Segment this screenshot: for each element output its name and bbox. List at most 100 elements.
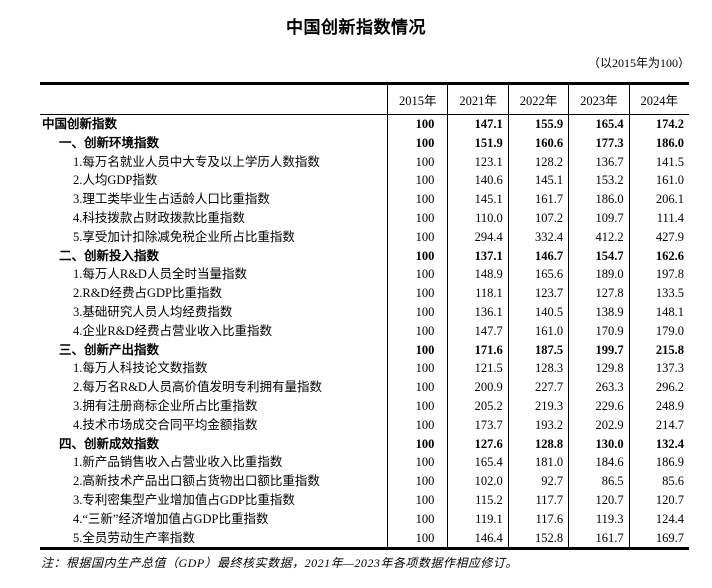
table-row: 三、创新产出指数 100 171.6 187.5 199.7 215.8: [40, 340, 689, 360]
table-row: 3.专利密集型产业增加值占GDP比重指数 100 115.2 117.7 120.7 12…: [40, 490, 689, 510]
table-row: 1.每万人R&D人员全时当量指数 100 148.9 165.6 189.0 197.8: [40, 265, 689, 285]
value-cell: 123.7: [507, 284, 569, 303]
year-column-header: 2015年: [386, 83, 448, 115]
row-label-cell: 三、创新产出指数: [59, 342, 160, 357]
value-cell: 145.1: [447, 190, 509, 209]
value-cell: 197.8: [628, 265, 689, 285]
value-cell: 100: [386, 359, 448, 379]
value-cell: 332.4: [507, 227, 569, 247]
table-row: 4.技术市场成交合同平均金额指数 100 173.7 193.2 202.9 214.7: [40, 415, 689, 435]
value-cell: 170.9: [568, 321, 630, 341]
value-cell: 100: [386, 208, 448, 228]
table-row: 1.每万名就业人员中大专及以上学历人数指数 100 123.1 128.2 136.7 1…: [40, 152, 689, 172]
value-cell: 128.3: [507, 359, 569, 379]
value-cell: 227.7: [507, 378, 569, 397]
row-label-cell: 3.理工类毕业生占适龄人口比重指数: [73, 192, 270, 207]
year-column-header: 2023年: [568, 83, 630, 115]
table-row: 5.全员劳动生产率指数 100 146.4 152.8 161.7 169.7: [40, 528, 689, 549]
value-cell: 109.7: [568, 208, 630, 228]
table-row: 1.每万人科技论文数指数 100 121.5 128.3 129.8 137.3: [40, 359, 689, 379]
value-cell: 137.1: [447, 246, 509, 266]
value-cell: 155.9: [507, 114, 569, 134]
value-cell: 177.3: [568, 133, 630, 153]
value-cell: 151.9: [447, 133, 509, 153]
value-cell: 427.9: [628, 227, 689, 247]
value-cell: 202.9: [568, 415, 630, 435]
table-row: 3.理工类毕业生占适龄人口比重指数 100 145.1 161.7 186.0 206.1: [40, 190, 689, 209]
value-cell: 219.3: [507, 396, 569, 416]
value-cell: 146.7: [507, 246, 569, 266]
table-row: 3.拥有注册商标企业所占比重指数 100 205.2 219.3 229.6 248.9: [40, 396, 689, 416]
value-cell: 248.9: [628, 396, 689, 416]
value-cell: 100: [386, 265, 448, 285]
table-row: 4.企业R&D经费占营业收入比重指数 100 147.7 161.0 170.9 179.…: [40, 321, 689, 341]
row-label-cell: 2.R&D经费占GDP比重指数: [73, 286, 222, 301]
value-cell: 165.4: [568, 114, 630, 134]
value-cell: 100: [386, 171, 448, 191]
table-row: 2.R&D经费占GDP比重指数 100 118.1 123.7 127.8 133.5: [40, 284, 689, 303]
year-column-header: 2024年: [628, 83, 689, 115]
value-cell: 189.0: [568, 265, 630, 285]
value-cell: 147.7: [447, 321, 509, 341]
value-cell: 130.0: [568, 434, 630, 454]
value-cell: 161.7: [568, 528, 630, 549]
footnote: 注：根据国内生产总值（GDP）最终核实数据，2021年—2023年各项数据作相应…: [41, 556, 518, 570]
value-cell: 171.6: [447, 340, 509, 360]
table-header-row: 2015年 2021年 2022年 2023年 2024年: [40, 83, 689, 115]
row-label-cell: 5.享受加计扣除减免税企业所占比重指数: [73, 229, 295, 244]
value-cell: 206.1: [628, 190, 689, 209]
row-label-cell: 1.每万人科技论文数指数: [73, 361, 208, 376]
value-cell: 100: [386, 434, 448, 454]
base-year-subtitle: （以2015年为100）: [587, 56, 690, 70]
row-label-cell: 4.企业R&D经费占营业收入比重指数: [73, 323, 272, 338]
row-label-cell: 2.人均GDP指数: [73, 173, 158, 188]
value-cell: 118.1: [447, 284, 509, 303]
value-cell: 205.2: [447, 396, 509, 416]
value-cell: 128.8: [507, 434, 569, 454]
value-cell: 161.0: [507, 321, 569, 341]
value-cell: 120.7: [568, 490, 630, 510]
value-cell: 137.3: [628, 359, 689, 379]
value-cell: 100: [386, 133, 448, 153]
value-cell: 215.8: [628, 340, 689, 360]
table-row: 2.人均GDP指数 100 140.6 145.1 153.2 161.0: [40, 171, 689, 191]
value-cell: 161.0: [628, 171, 689, 191]
value-cell: 100: [386, 302, 448, 322]
row-label-cell: 3.专利密集型产业增加值占GDP比重指数: [73, 492, 295, 507]
value-cell: 110.0: [447, 208, 509, 228]
value-cell: 152.8: [507, 528, 569, 549]
value-cell: 199.7: [568, 340, 630, 360]
value-cell: 127.6: [447, 434, 509, 454]
value-cell: 141.5: [628, 152, 689, 172]
table-row: 四、创新成效指数 100 127.6 128.8 130.0 132.4: [40, 434, 689, 454]
value-cell: 129.8: [568, 359, 630, 379]
value-cell: 100: [386, 378, 448, 397]
row-label-cell: 4.技术市场成交合同平均金额指数: [73, 417, 258, 432]
value-cell: 169.7: [628, 528, 689, 549]
table-row: 4.“三新”经济增加值占GDP比重指数 100 119.1 117.6 119.3 124…: [40, 509, 689, 529]
value-cell: 136.1: [447, 302, 509, 322]
value-cell: 187.5: [507, 340, 569, 360]
row-label-cell: 1.每万名就业人员中大专及以上学历人数指数: [73, 154, 320, 169]
value-cell: 100: [386, 190, 448, 209]
value-cell: 186.9: [628, 453, 689, 473]
value-cell: 133.5: [628, 284, 689, 303]
value-cell: 132.4: [628, 434, 689, 454]
row-label-cell: 3.基础研究人员人均经费指数: [73, 304, 233, 319]
value-cell: 229.6: [568, 396, 630, 416]
value-cell: 296.2: [628, 378, 689, 397]
value-cell: 100: [386, 415, 448, 435]
value-cell: 100: [386, 528, 448, 549]
value-cell: 186.0: [628, 133, 689, 153]
value-cell: 100: [386, 490, 448, 510]
value-cell: 145.1: [507, 171, 569, 191]
value-cell: 117.6: [507, 509, 569, 529]
value-cell: 119.1: [447, 509, 509, 529]
value-cell: 184.6: [568, 453, 630, 473]
year-column-header: 2021年: [447, 83, 509, 115]
value-cell: 92.7: [507, 472, 569, 491]
row-label-cell: 4.科技拨款占财政拨款比重指数: [73, 210, 245, 225]
row-label-cell: 2.高新技术产品出口额占货物出口额比重指数: [73, 474, 320, 489]
value-cell: 165.6: [507, 265, 569, 285]
value-cell: 154.7: [568, 246, 630, 266]
